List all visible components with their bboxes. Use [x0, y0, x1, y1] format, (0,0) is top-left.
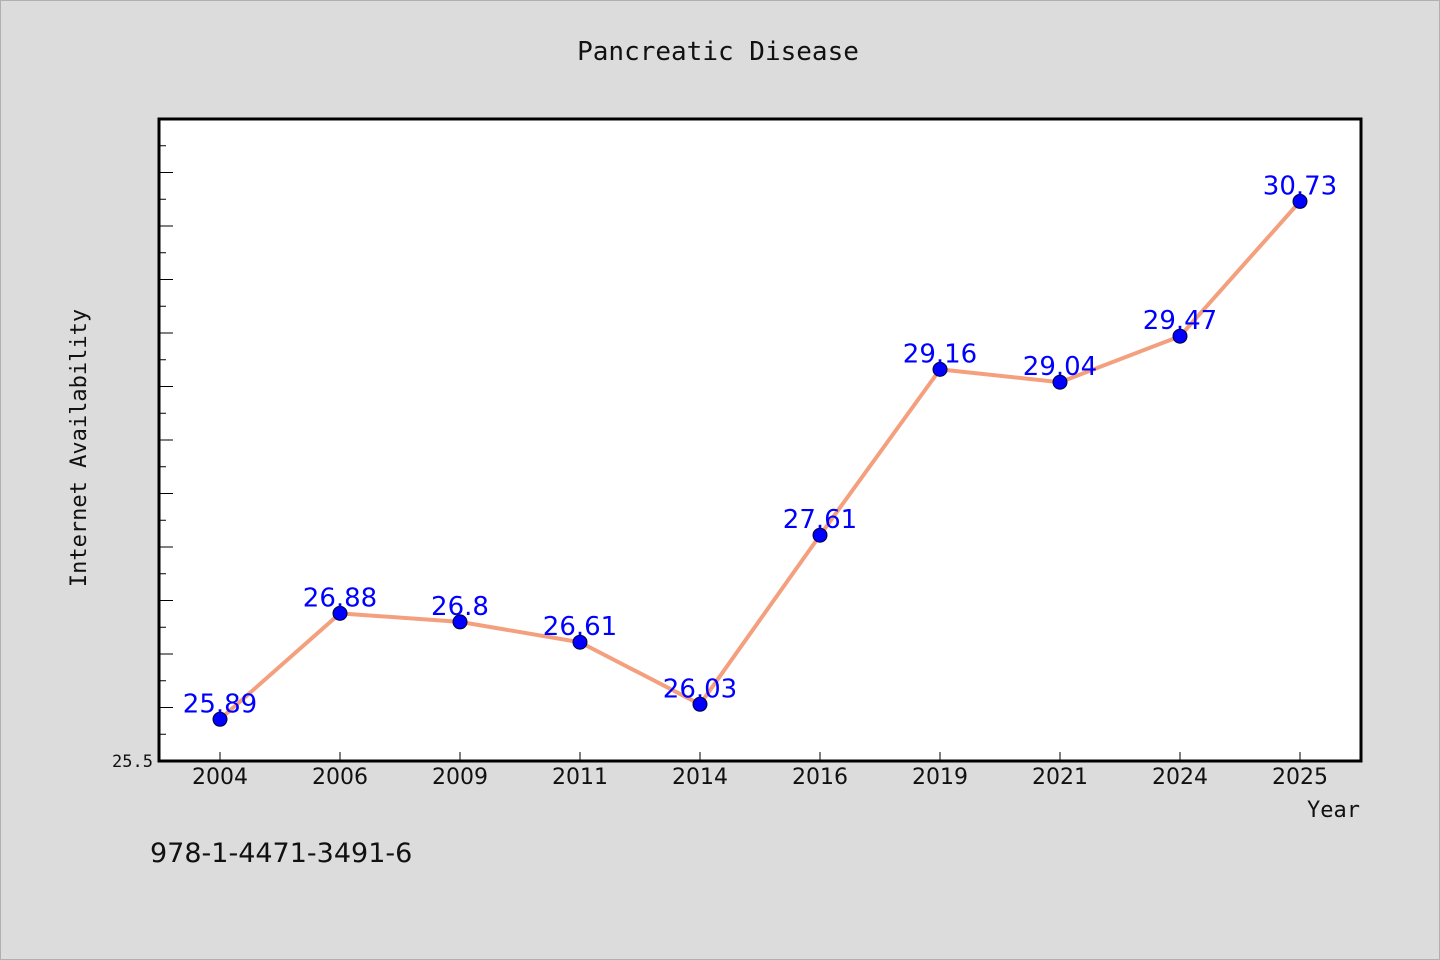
data-point [812, 527, 828, 543]
series-layer: 25.89 26.88 26.8 26.61 26.03 27.61 29.16 29.04 2… [183, 171, 1337, 727]
x-tick-label: 2004 [192, 765, 248, 790]
data-point [332, 605, 348, 621]
x-tick-label: 2024 [1152, 765, 1208, 790]
x-tick-label: 2025 [1272, 765, 1328, 790]
x-tick-label: 2021 [1032, 765, 1088, 790]
data-label: 26.61 [543, 612, 617, 642]
data-label: 26.88 [303, 583, 377, 613]
data-point [452, 614, 468, 630]
x-axis-ticks: 2004 2006 2009 2011 2014 2016 2019 2021 2024 2025 [192, 752, 1328, 790]
data-point [212, 711, 228, 727]
data-point [1172, 328, 1188, 344]
data-point [932, 361, 948, 377]
data-label: 29.47 [1143, 306, 1217, 336]
data-point [1052, 374, 1068, 390]
y-axis-ticks [159, 145, 173, 735]
x-axis-label: Year [1307, 798, 1360, 823]
x-tick-label: 2016 [792, 765, 848, 790]
data-label: 29.04 [1023, 352, 1097, 382]
data-point [692, 696, 708, 712]
x-tick-label: 2011 [552, 765, 608, 790]
data-label: 26.8 [431, 592, 489, 622]
data-point [1292, 193, 1308, 209]
x-tick-label: 2014 [672, 765, 728, 790]
data-label: 26.03 [663, 674, 737, 704]
isbn-text: 978-1-4471-3491-6 [150, 838, 412, 869]
data-label: 27.61 [783, 505, 857, 535]
x-tick-label: 2006 [312, 765, 368, 790]
plot-area [157, 117, 1363, 763]
data-point [572, 634, 588, 650]
chart-title: Pancreatic Disease [577, 37, 859, 67]
data-label: 29.16 [903, 339, 977, 369]
y-tick-label-min: 25.5 [112, 752, 153, 772]
x-tick-label: 2009 [432, 765, 488, 790]
x-tick-label: 2019 [912, 765, 968, 790]
data-label: 30.73 [1263, 171, 1337, 201]
series-line [218, 199, 1302, 722]
y-axis-label: Internet Availability [67, 309, 92, 587]
data-label: 25.89 [183, 689, 257, 719]
